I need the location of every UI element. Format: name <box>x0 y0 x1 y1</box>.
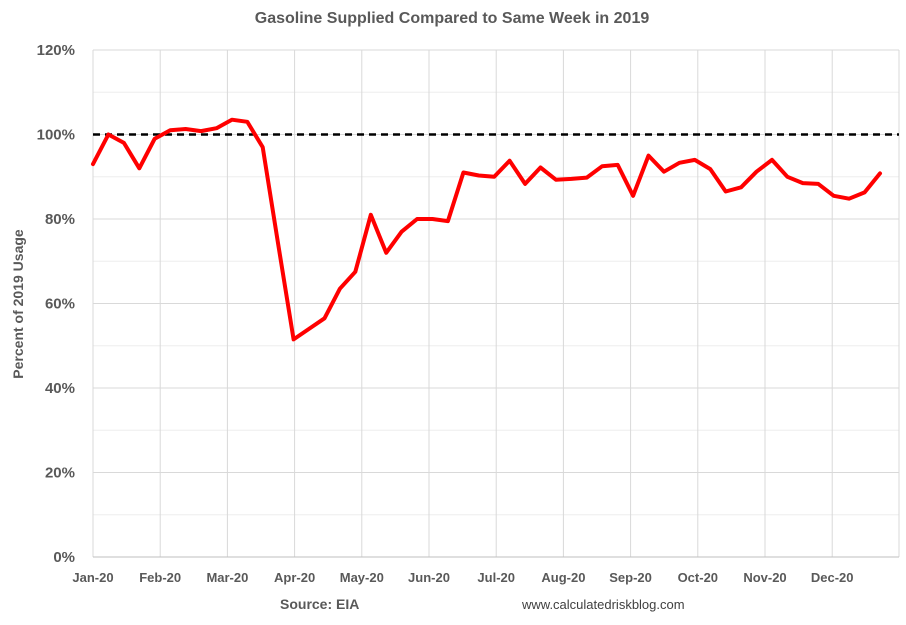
x-axis: Jan-20 Feb-20 Mar-20 Apr-20 May-20 Jun-20 Jul-… <box>72 556 899 585</box>
y-tick-label: 0% <box>53 549 75 566</box>
x-tick-label: Feb-20 <box>139 570 181 585</box>
x-tick-label: Aug-20 <box>541 570 585 585</box>
x-tick-label: Mar-20 <box>206 570 248 585</box>
x-tick-label: Sep-20 <box>609 570 652 585</box>
y-tick-label: 40% <box>45 380 75 397</box>
y-tick-label: 80% <box>45 211 75 228</box>
gridlines <box>92 49 900 558</box>
x-tick-label: Apr-20 <box>274 570 315 585</box>
y-axis-label: Percent of 2019 Usage <box>10 229 26 379</box>
x-tick-label: Jul-20 <box>477 570 515 585</box>
y-axis: 0% 20% 40% 60% 80% 100% 120% <box>37 42 75 566</box>
source-label: Source: EIA <box>280 596 359 612</box>
y-tick-label: 60% <box>45 296 75 313</box>
y-tick-label: 100% <box>37 127 75 144</box>
x-tick-label: Nov-20 <box>743 570 786 585</box>
series-line <box>91 117 882 342</box>
y-tick-label: 120% <box>37 42 75 59</box>
y-tick-label: 20% <box>45 465 75 482</box>
x-tick-label: May-20 <box>340 570 384 585</box>
chart-title: Gasoline Supplied Compared to Same Week … <box>255 10 650 27</box>
x-tick-label: Oct-20 <box>678 570 718 585</box>
x-tick-label: Jan-20 <box>72 570 113 585</box>
website-label: www.calculatedriskblog.com <box>521 597 685 612</box>
x-tick-label: Dec-20 <box>811 570 854 585</box>
x-tick-label: Jun-20 <box>408 570 450 585</box>
